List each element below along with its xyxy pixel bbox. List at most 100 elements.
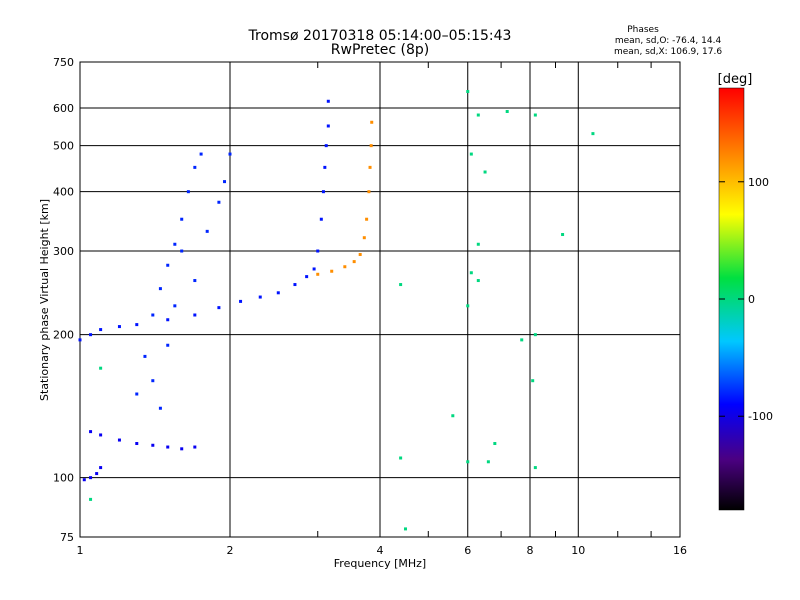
y-tick-label: 400 [53,186,74,199]
data-point [466,304,470,308]
x-tick-label: 2 [227,544,234,557]
data-point [173,242,177,246]
data-point [89,333,93,337]
data-point [228,152,232,156]
data-point [358,252,362,256]
colorbar-tick-label: 0 [748,293,755,306]
data-point [276,291,280,295]
phases-o-line: mean, sd,O: -76.4, 14.4 [615,36,722,46]
x-tick-label: 8 [527,544,534,557]
data-point [158,287,162,291]
data-point [180,249,184,253]
data-point [476,113,480,117]
data-point [258,295,262,299]
y-tick-label: 300 [53,245,74,258]
data-point [135,442,139,446]
data-point [135,392,139,396]
data-point [403,527,407,531]
data-point [316,272,320,276]
data-point [343,265,347,269]
data-point [362,236,366,240]
data-point [193,313,197,317]
y-tick-label: 600 [53,102,74,115]
colorbar-tick-label: -100 [748,410,773,423]
data-point [324,144,328,148]
data-point [399,456,403,460]
data-point [205,229,209,233]
data-point [365,217,369,221]
data-point [312,267,316,271]
data-point [173,304,177,308]
data-point [505,109,509,113]
data-point [561,233,565,237]
data-point [370,120,374,124]
data-point [321,190,325,194]
data-point [166,445,170,449]
data-point [493,442,497,446]
data-point [352,260,356,264]
data-point [99,328,103,332]
data-point [166,263,170,267]
data-point [89,497,93,501]
y-tick-label: 200 [53,329,74,342]
data-point [82,478,86,482]
data-point [217,306,221,310]
data-point [367,190,371,194]
data-point [193,279,197,283]
x-tick-label: 10 [571,544,585,557]
data-point [99,366,103,370]
data-point [368,165,372,169]
y-axis-label: Stationary phase Virtual Height [km] [38,199,51,401]
axis-ticks: 1 2 4 6 8 10 16 75 100 200 300 400 500 600 750 [53,56,687,557]
data-point [305,275,309,279]
data-point [469,271,473,275]
data-point [89,476,93,480]
data-point [476,279,480,283]
data-point [399,283,403,287]
x-tick-label: 16 [673,544,687,557]
data-point [99,466,103,470]
x-tick-label: 4 [377,544,384,557]
data-point [239,299,243,303]
colorbar-label: [deg] [718,72,753,87]
data-point [151,379,155,383]
data-point [151,443,155,447]
y-tick-label: 750 [53,56,74,69]
data-point [135,323,139,327]
data-point [533,333,537,337]
y-tick-label: 500 [53,140,74,153]
data-point [99,433,103,437]
x-tick-label: 6 [464,544,471,557]
data-point [466,460,470,464]
data-point [520,338,524,342]
data-point [143,354,147,358]
y-tick-label: 75 [60,531,74,544]
data-point [199,152,203,156]
data-point [223,180,227,184]
data-point [180,217,184,221]
data-point [193,165,197,169]
data-point [531,379,535,383]
colorbar-ticks: 100 0 -100 [719,176,773,423]
data-point [158,406,162,410]
data-point [166,343,170,347]
data-points [78,90,595,531]
y-tick-label: 100 [53,472,74,485]
data-point [95,472,99,476]
data-point [293,283,297,287]
data-point [319,217,323,221]
chart-title: Tromsø 20170318 05:14:00–05:15:43 [248,28,512,44]
data-point [591,132,595,136]
x-tick-label: 1 [77,544,84,557]
data-point [330,269,334,273]
data-point [476,242,480,246]
x-axis-label: Frequency [MHz] [334,557,426,570]
data-point [326,124,330,128]
data-point [451,414,455,418]
data-point [323,165,327,169]
data-point [78,338,82,342]
data-point [89,430,93,434]
data-point [369,144,373,148]
chart-subtitle: RwPretec (8p) [331,42,429,58]
